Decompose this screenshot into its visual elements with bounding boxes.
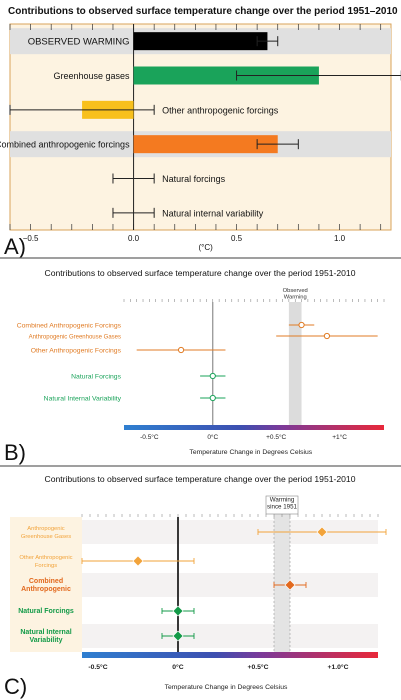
panel-b-row-label: Natural Forcings xyxy=(71,374,121,381)
panel-c-row-stripe xyxy=(82,573,378,597)
panel-b-bottom-axis xyxy=(124,425,384,430)
panel-c-label-column xyxy=(10,517,82,652)
panel-b-x-label: Temperature Change in Degrees Celsius xyxy=(189,449,312,456)
panel-a-bar xyxy=(133,66,319,85)
panel-a-row-label: Greenhouse gases xyxy=(54,71,131,81)
panel-a-bar xyxy=(133,32,268,51)
panel-b: Contributions to observed surface temper… xyxy=(0,268,401,467)
panel-b-tick-label: 0°C xyxy=(207,433,218,441)
panel-c-diamond-point xyxy=(172,605,184,617)
panel-b-point xyxy=(209,394,216,402)
panel-c-row-label: Natural Internal Variability xyxy=(20,629,71,644)
panel-c-diamond-point xyxy=(172,630,184,642)
panel-a-tick-label: 0.5 xyxy=(231,234,243,243)
panel-a-label: A) xyxy=(4,234,26,259)
panel-c-observed-band xyxy=(274,507,290,652)
panel-a-row-label: Combined anthropogenic forcings xyxy=(0,140,130,150)
panel-c: Contributions to observed surface temper… xyxy=(4,474,387,699)
panel-b-point xyxy=(298,321,305,329)
panel-a-tick-label: −0.5 xyxy=(23,234,39,243)
panel-c-tick-label: +1.0°C xyxy=(327,663,348,671)
panel-c-title: Contributions to observed surface temper… xyxy=(44,474,355,484)
panel-a-row-label: OBSERVED WARMING xyxy=(28,37,130,48)
panel-a-row-label: Other anthropogenic forcings xyxy=(162,105,279,115)
panel-b-row-label: Anthropogenic Greenhouse Gases xyxy=(29,335,121,341)
panel-b-observed-band xyxy=(288,302,302,425)
panel-a-row-label: Natural internal variability xyxy=(162,208,264,218)
panel-c-row-label: Other Anthropogenic Forcings xyxy=(19,555,72,569)
panel-b-title: Contributions to observed surface temper… xyxy=(44,268,355,278)
panel-c-tick-label: -0.5°C xyxy=(88,663,107,671)
panel-b-tick-label: +1°C xyxy=(332,433,347,441)
panel-c-label: C) xyxy=(4,674,27,699)
panel-b-row-label: Other Anthropogenic Forcings xyxy=(31,348,122,355)
panel-b-point xyxy=(209,372,216,380)
panel-a: Contributions to observed surface temper… xyxy=(0,6,401,259)
panel-a-x-label: (°C) xyxy=(198,243,213,252)
panel-b-tick-label: -0.5°C xyxy=(140,433,159,441)
panel-b-label: B) xyxy=(4,440,26,465)
panel-c-row-label: Combined Anthropogenic xyxy=(21,578,71,593)
panel-c-row-label: Anthropogenic Greenhouse Gases xyxy=(21,526,71,540)
panel-c-row-stripe xyxy=(82,624,378,648)
panel-c-x-label: Temperature Change in Degrees Celsius xyxy=(165,684,288,691)
panel-b-observed-label: Observed Warming xyxy=(283,288,308,301)
panel-a-row-label: Natural forcings xyxy=(162,174,226,184)
panel-c-tick-label: 0°C xyxy=(172,663,183,671)
panel-c-bottom-axis xyxy=(82,652,378,658)
panel-a-tick-label: 1.0 xyxy=(334,234,346,243)
panel-a-tick-label: 0.0 xyxy=(128,234,140,243)
panel-c-row-label: Natural Forcings xyxy=(18,608,74,615)
panel-b-tick-label: +0.5°C xyxy=(266,433,286,441)
panel-c-diamond-point xyxy=(284,579,296,591)
panel-c-tick-label: +0.5°C xyxy=(247,663,268,671)
panel-b-point xyxy=(323,332,331,340)
panel-c-observed-label: Warming since 1951 xyxy=(267,497,297,511)
panel-b-row-label: Combined Anthropogenic Forcings xyxy=(17,323,122,330)
panel-b-row-label: Natural Internal Variability xyxy=(44,396,122,403)
panel-a-title: Contributions to observed surface temper… xyxy=(8,6,398,17)
panel-b-point xyxy=(177,346,185,354)
panel-a-plot-area xyxy=(9,23,392,231)
panel-c-diamond-point xyxy=(316,526,328,538)
panel-c-diamond-point xyxy=(132,555,144,567)
panel-a-bar xyxy=(133,135,278,154)
